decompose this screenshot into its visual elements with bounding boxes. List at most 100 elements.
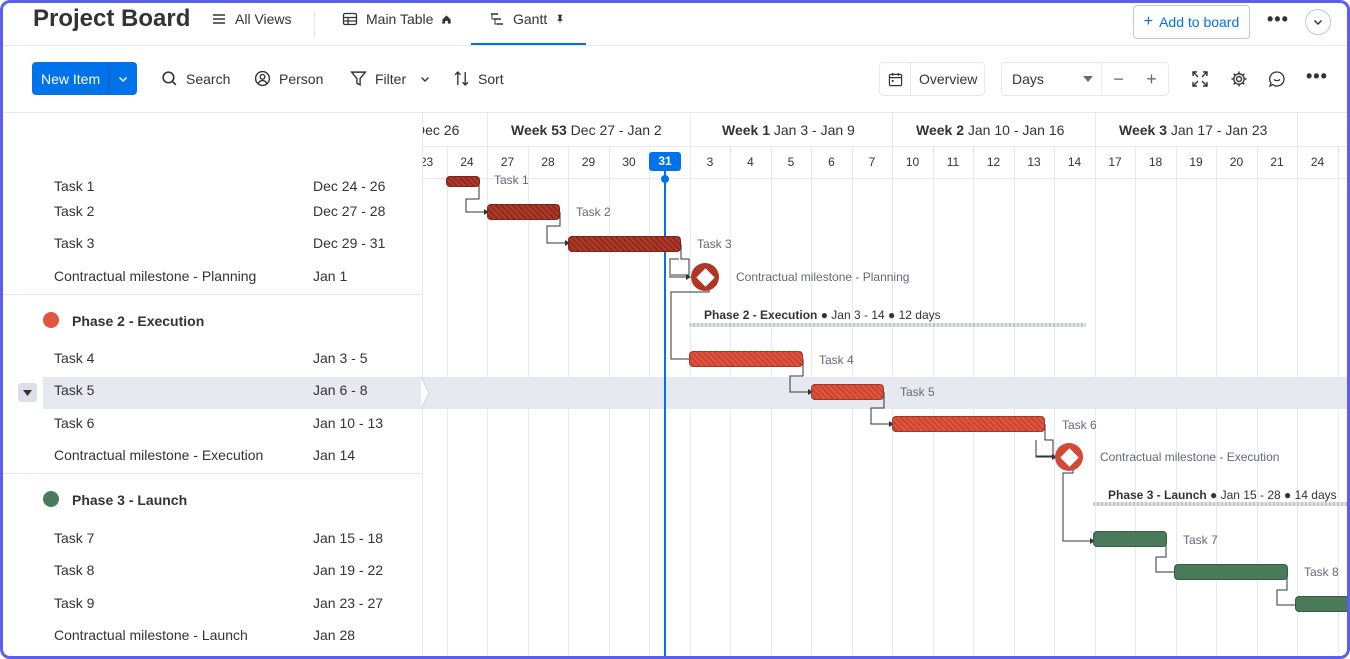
scale-dropdown[interactable]: Days bbox=[1002, 62, 1102, 96]
divider bbox=[3, 656, 423, 657]
sort-button[interactable]: Sort bbox=[453, 70, 504, 87]
task-bar[interactable] bbox=[689, 351, 803, 367]
list-item[interactable]: Task 1 Dec 24 - 26 bbox=[3, 171, 422, 203]
today-dot bbox=[661, 175, 669, 183]
chevron-down-icon[interactable] bbox=[420, 74, 430, 84]
divider bbox=[423, 178, 1347, 179]
menu-icon bbox=[213, 14, 225, 24]
gantt-icon bbox=[491, 13, 503, 25]
group-color-dot bbox=[43, 312, 59, 328]
task-bar-label: Task 4 bbox=[819, 353, 854, 367]
group-header-phase-2[interactable]: Phase 2 - Execution bbox=[3, 294, 422, 346]
list-item[interactable]: Task 8 Jan 19 - 22 bbox=[3, 555, 422, 587]
chat-icon[interactable] bbox=[1268, 70, 1286, 88]
sort-label: Sort bbox=[478, 70, 504, 87]
list-item[interactable]: Task 9 Jan 23 - 27 bbox=[3, 588, 422, 620]
item-list: Task 1 Dec 24 - 26 Task 2 Dec 27 - 28 Ta… bbox=[3, 113, 423, 657]
tab-gantt[interactable]: Gantt bbox=[489, 11, 565, 27]
list-item[interactable]: Task 7 Jan 15 - 18 bbox=[3, 523, 422, 555]
list-item[interactable]: Task 4 Jan 3 - 5 bbox=[3, 343, 422, 375]
item-date: Dec 24 - 26 bbox=[313, 178, 386, 194]
day-gridline bbox=[1216, 147, 1217, 656]
task-bar[interactable] bbox=[892, 416, 1045, 432]
milestone-marker[interactable] bbox=[1055, 443, 1083, 471]
week-header: Week 2 Jan 10 - Jan 16 bbox=[916, 122, 1065, 138]
day-label: 11 bbox=[946, 155, 960, 169]
task-bar-label: Task 1 bbox=[494, 173, 529, 187]
group-name: Phase 3 - Launch bbox=[72, 492, 188, 508]
expand-item-button[interactable] bbox=[18, 383, 37, 402]
list-item[interactable]: Task 3 Dec 29 - 31 bbox=[3, 228, 422, 260]
new-item-button[interactable]: New Item bbox=[32, 62, 137, 95]
more-options-icon[interactable]: ••• bbox=[1267, 9, 1289, 29]
task-bar-label: Task 6 bbox=[1062, 418, 1097, 432]
list-item[interactable]: Contractual milestone - Execution Jan 14 bbox=[3, 440, 422, 472]
task-bar[interactable] bbox=[568, 236, 681, 252]
calendar-icon bbox=[880, 62, 911, 96]
list-item[interactable]: Contractual milestone - Launch Jan 28 bbox=[3, 620, 422, 652]
group-summary: Phase 2 - Execution ● Jan 3 - 14 ● 12 da… bbox=[704, 308, 941, 322]
day-gridline bbox=[1054, 147, 1055, 656]
search-button[interactable]: Search bbox=[161, 70, 230, 87]
item-date: Jan 3 - 5 bbox=[313, 350, 368, 366]
day-gridline bbox=[1256, 147, 1258, 656]
day-label: 6 bbox=[828, 155, 835, 169]
item-name: Task 7 bbox=[54, 530, 95, 546]
group-summary-bar bbox=[689, 323, 1086, 327]
milestone-label: Contractual milestone - Planning bbox=[736, 270, 910, 284]
group-header-phase-3[interactable]: Phase 3 - Launch bbox=[3, 473, 422, 525]
day-gridline bbox=[932, 147, 934, 656]
day-label: 17 bbox=[1108, 155, 1122, 169]
fullscreen-icon[interactable] bbox=[1191, 70, 1209, 88]
pin-icon bbox=[557, 14, 563, 24]
day-label: 21 bbox=[1270, 155, 1284, 169]
week-gridline bbox=[1297, 113, 1298, 147]
list-item[interactable]: Task 6 Jan 10 - 13 bbox=[3, 408, 422, 440]
day-label: 28 bbox=[541, 155, 555, 169]
day-gridline bbox=[770, 147, 772, 656]
collapse-header-button[interactable] bbox=[1305, 9, 1331, 35]
day-label: 27 bbox=[500, 155, 515, 169]
task-bar[interactable] bbox=[446, 176, 480, 187]
search-icon bbox=[162, 71, 177, 86]
day-label: 20 bbox=[1229, 155, 1244, 169]
more-options-icon[interactable]: ••• bbox=[1306, 66, 1328, 86]
task-bar[interactable] bbox=[1295, 596, 1347, 612]
chevron-down-icon bbox=[118, 76, 128, 82]
new-item-dropdown[interactable] bbox=[109, 74, 137, 84]
group-color-dot bbox=[43, 491, 59, 507]
scale-value: Days bbox=[1012, 71, 1044, 87]
week-gridline bbox=[487, 113, 488, 147]
person-filter-button[interactable]: Person bbox=[254, 70, 323, 87]
milestone-marker[interactable] bbox=[691, 263, 719, 291]
milestone-label: Contractual milestone - Execution bbox=[1100, 450, 1280, 464]
filter-button[interactable]: Filter bbox=[350, 70, 430, 87]
task-bar[interactable] bbox=[1174, 564, 1288, 580]
task-bar[interactable] bbox=[487, 204, 560, 220]
day-label: 12 bbox=[986, 155, 1001, 169]
list-item-selected[interactable]: Task 5 Jan 6 - 8 bbox=[3, 375, 422, 407]
settings-icon[interactable] bbox=[1230, 70, 1248, 88]
overview-button[interactable]: Overview bbox=[879, 62, 985, 96]
add-to-board-button[interactable]: + Add to board bbox=[1133, 5, 1250, 39]
day-gridline bbox=[608, 147, 610, 656]
list-item[interactable]: Task 2 Dec 27 - 28 bbox=[3, 196, 422, 228]
person-label: Person bbox=[279, 70, 324, 87]
zoom-out-button[interactable]: − bbox=[1113, 68, 1124, 89]
tab-main-table[interactable]: Main Table bbox=[342, 11, 452, 27]
task-bar[interactable] bbox=[1093, 531, 1167, 547]
zoom-in-button[interactable]: + bbox=[1146, 68, 1157, 89]
day-gridline bbox=[1337, 147, 1339, 656]
day-label: 7 bbox=[868, 155, 876, 169]
tab-all-views[interactable]: All Views bbox=[211, 11, 292, 27]
item-name: Task 9 bbox=[54, 595, 95, 611]
day-gridline bbox=[730, 147, 731, 656]
day-label: 10 bbox=[905, 155, 920, 169]
list-item[interactable]: Contractual milestone - Planning Jan 1 bbox=[3, 261, 422, 293]
item-date: Jan 19 - 22 bbox=[313, 562, 384, 578]
day-gridline bbox=[892, 147, 893, 656]
task-bar[interactable] bbox=[811, 384, 884, 400]
table-icon bbox=[342, 12, 358, 26]
week-header: Dec 26 bbox=[423, 122, 460, 138]
